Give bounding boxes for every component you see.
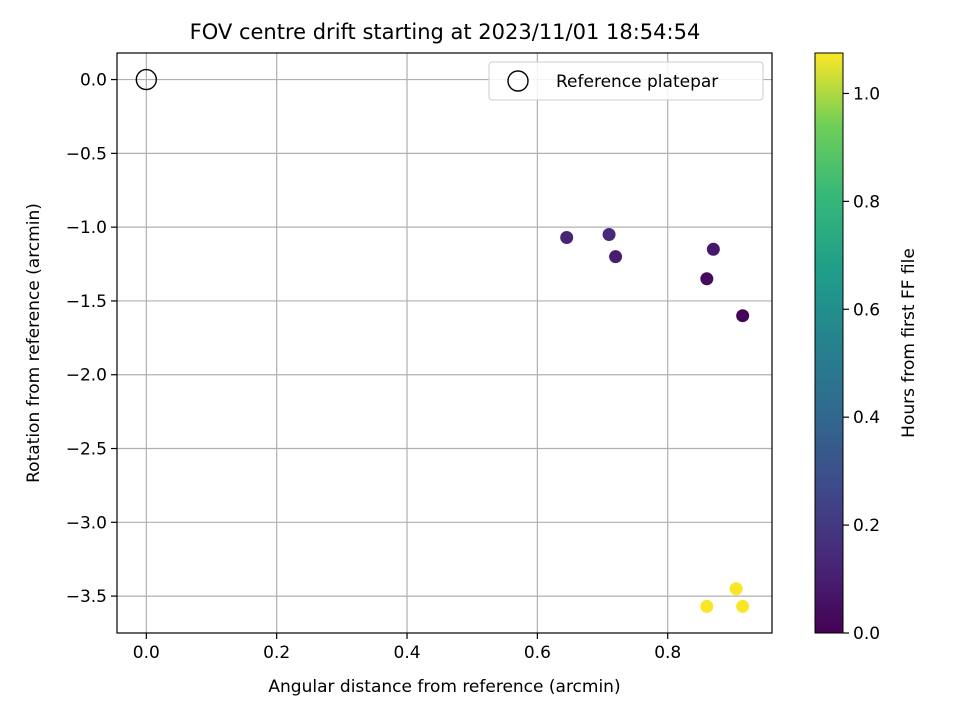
legend-entry-reference-platepar: Reference platepar bbox=[556, 72, 718, 92]
legend-box bbox=[488, 61, 764, 101]
reference-platepar-marker bbox=[135, 68, 158, 91]
colorbar-tick-label: 0.4 bbox=[853, 408, 880, 428]
x-axis-ticks: 0.0 0.2 0.4 0.6 0.8 bbox=[133, 633, 681, 663]
colorbar-tick-label: 0.0 bbox=[853, 624, 880, 644]
data-point bbox=[706, 242, 720, 256]
data-point bbox=[560, 230, 574, 244]
x-axis-label: Angular distance from reference (arcmin) bbox=[268, 677, 620, 697]
grid-lines bbox=[117, 53, 772, 633]
data-point bbox=[700, 272, 714, 286]
data-point bbox=[736, 599, 750, 613]
x-tick-label: 0.4 bbox=[394, 643, 421, 663]
y-tick-label: −3.0 bbox=[66, 513, 107, 533]
legend: Reference platepar bbox=[488, 61, 764, 101]
colorbar-label: Hours from first FF file bbox=[899, 248, 919, 438]
y-tick-label: −0.5 bbox=[66, 144, 107, 164]
chart-title: FOV centre drift starting at 2023/11/01 … bbox=[190, 20, 701, 44]
x-tick-label: 0.6 bbox=[524, 643, 551, 663]
data-point bbox=[729, 582, 743, 596]
colorbar-tick-label: 0.6 bbox=[853, 300, 880, 320]
x-tick-label: 0.2 bbox=[263, 643, 290, 663]
y-axis-ticks: 0.0 −0.5 −1.0 −1.5 −2.0 −2.5 −3.0 −3.5 bbox=[66, 71, 117, 607]
x-tick-label: 0.8 bbox=[654, 643, 681, 663]
y-tick-label: −1.5 bbox=[66, 292, 107, 312]
y-tick-label: −3.5 bbox=[66, 587, 107, 607]
y-tick-label: −2.0 bbox=[66, 366, 107, 386]
data-point bbox=[700, 599, 714, 613]
data-point bbox=[609, 250, 623, 264]
plot-frame bbox=[116, 52, 773, 634]
colorbar: 0.0 0.2 0.4 0.6 0.8 1.0 Hours from first FF f… bbox=[814, 52, 919, 644]
colorbar-tick-label: 1.0 bbox=[853, 84, 880, 104]
colorbar-tick-label: 0.8 bbox=[853, 192, 880, 212]
y-tick-label: −2.5 bbox=[66, 440, 107, 460]
colorbar-gradient bbox=[814, 52, 844, 634]
x-tick-label: 0.0 bbox=[133, 643, 160, 663]
data-point bbox=[602, 228, 616, 242]
data-point bbox=[736, 309, 750, 323]
y-axis-label: Rotation from reference (arcmin) bbox=[24, 203, 44, 483]
y-tick-label: 0.0 bbox=[80, 71, 107, 91]
legend-reference-marker bbox=[507, 70, 529, 92]
y-tick-label: −1.0 bbox=[66, 218, 107, 238]
scatter-points bbox=[135, 68, 750, 613]
colorbar-tick-label: 0.2 bbox=[853, 516, 880, 536]
colorbar-ticks: 0.0 0.2 0.4 0.6 0.8 1.0 bbox=[843, 84, 880, 644]
